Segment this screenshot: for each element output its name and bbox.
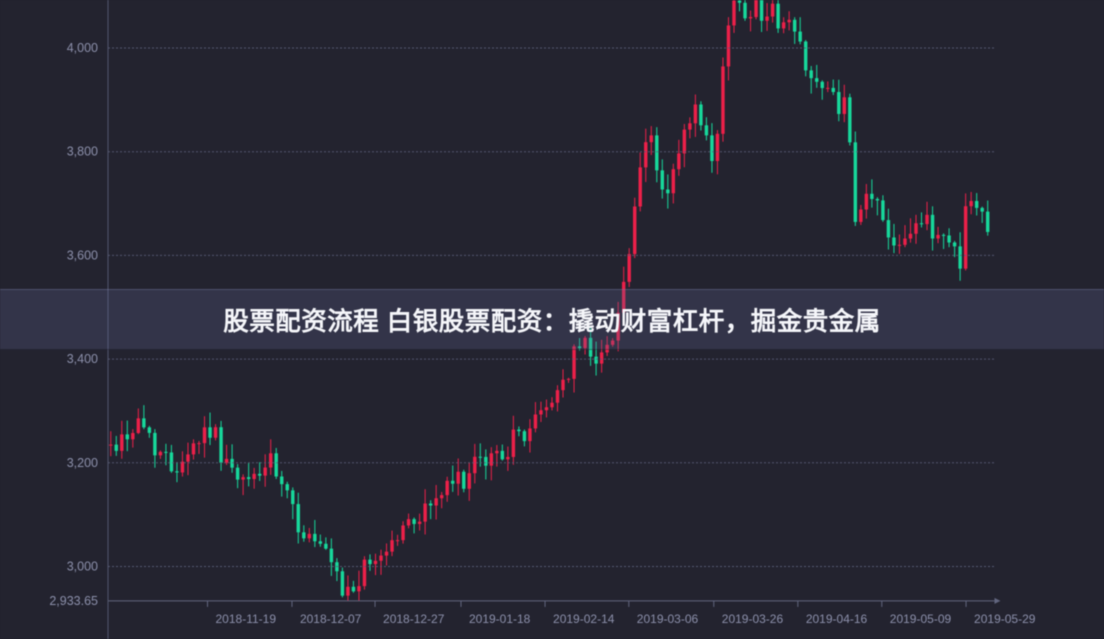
svg-text:2019-05-09: 2019-05-09: [890, 612, 952, 626]
svg-text:2018-11-19: 2018-11-19: [216, 612, 277, 626]
svg-text:2019-01-18: 2019-01-18: [469, 612, 531, 626]
svg-text:4,000: 4,000: [67, 41, 98, 55]
svg-text:3,200: 3,200: [67, 456, 98, 470]
svg-text:2019-04-16: 2019-04-16: [806, 612, 868, 626]
svg-text:3,600: 3,600: [67, 248, 98, 262]
svg-text:2,933.65: 2,933.65: [49, 594, 98, 608]
svg-text:2019-05-29: 2019-05-29: [974, 612, 1036, 626]
svg-text:2019-03-26: 2019-03-26: [722, 612, 784, 626]
svg-text:2019-03-06: 2019-03-06: [637, 612, 699, 626]
svg-text:2018-12-27: 2018-12-27: [383, 612, 445, 626]
svg-text:3,400: 3,400: [67, 352, 98, 366]
svg-text:2018-12-07: 2018-12-07: [300, 612, 362, 626]
svg-text:3,000: 3,000: [67, 560, 98, 574]
svg-text:3,800: 3,800: [67, 145, 98, 159]
svg-text:2019-02-14: 2019-02-14: [553, 612, 615, 626]
